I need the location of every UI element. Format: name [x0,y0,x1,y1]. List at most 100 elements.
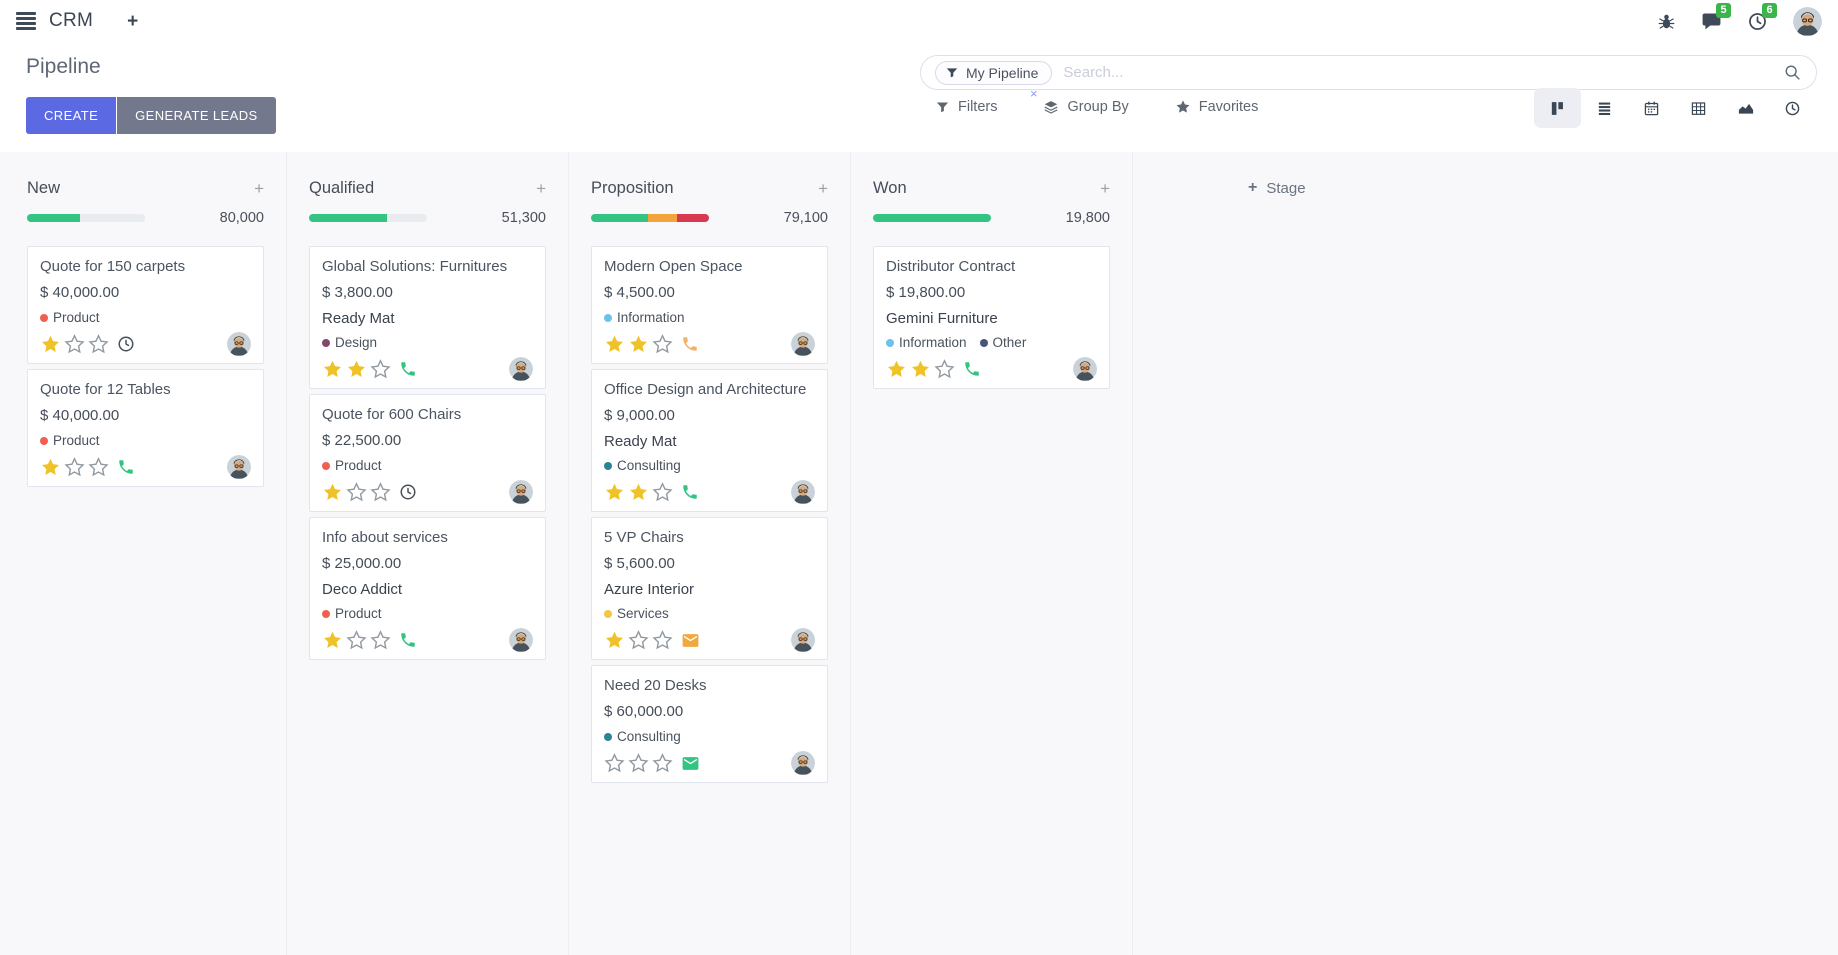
kanban-card[interactable]: Quote for 600 Chairs $ 22,500.00 Product [309,394,546,512]
star-icon[interactable] [652,752,673,774]
star-icon[interactable] [628,334,649,355]
kanban-card[interactable]: 5 VP Chairs $ 5,600.00 Azure Interior Se… [591,517,828,660]
group-by-button[interactable]: Group By [1043,99,1129,115]
priority-stars[interactable] [40,456,109,478]
star-icon[interactable] [64,333,85,355]
kanban-card[interactable]: Need 20 Desks $ 60,000.00 Consulting [591,665,828,783]
star-icon[interactable] [64,456,85,478]
star-icon[interactable] [628,629,649,651]
star-icon[interactable] [370,481,391,503]
star-icon[interactable] [322,482,343,503]
favorites-button[interactable]: Favorites [1175,99,1258,115]
activity-view-icon[interactable] [1769,88,1816,128]
add-record-icon[interactable]: + [254,178,264,198]
star-icon[interactable] [628,752,649,774]
star-icon[interactable] [934,358,955,380]
priority-stars[interactable] [322,629,391,651]
phone-activity-icon[interactable] [399,631,417,649]
phone-activity-icon[interactable] [963,360,981,378]
star-icon[interactable] [322,359,343,380]
progress-segment[interactable] [27,214,81,222]
star-icon[interactable] [40,334,61,355]
progress-segment[interactable] [647,214,678,222]
star-icon[interactable] [604,334,625,355]
user-avatar[interactable] [1793,6,1822,36]
kanban-card[interactable]: Info about services $ 25,000.00 Deco Add… [309,517,546,660]
star-icon[interactable] [322,630,343,651]
list-view-icon[interactable] [1581,88,1628,128]
progress-segment[interactable] [591,214,648,222]
priority-stars[interactable] [604,333,673,355]
phone-activity-icon[interactable] [681,483,699,501]
kanban-card[interactable]: Office Design and Architecture $ 9,000.0… [591,369,828,512]
add-stage-button[interactable]: + Stage [1248,178,1306,198]
star-icon[interactable] [604,630,625,651]
graph-view-icon[interactable] [1722,88,1769,128]
calendar-view-icon[interactable] [1628,88,1675,128]
envelope-activity-icon[interactable] [681,754,700,773]
star-icon[interactable] [346,629,367,651]
kanban-card[interactable]: Quote for 12 Tables $ 40,000.00 Product [27,369,264,487]
messages-icon[interactable]: 5 [1701,2,1732,32]
progress-segment[interactable] [80,214,145,222]
kanban-card[interactable]: Quote for 150 carpets $ 40,000.00 Produc… [27,246,264,364]
progress-segment[interactable] [677,214,709,222]
star-icon[interactable] [604,752,625,774]
column-progressbar[interactable] [591,214,709,222]
priority-stars[interactable] [40,333,109,355]
phone-activity-icon[interactable] [399,360,417,378]
star-icon[interactable] [652,481,673,503]
phone-activity-icon[interactable] [117,458,135,476]
column-progressbar[interactable] [309,214,427,222]
clock-activity-icon[interactable] [399,483,417,501]
star-icon[interactable] [40,457,61,478]
star-icon[interactable] [370,629,391,651]
facet-remove-icon[interactable]: × [1030,86,1038,101]
progress-segment[interactable] [873,214,991,222]
search-input[interactable] [1061,63,1783,82]
phone-activity-icon[interactable] [681,335,699,353]
kanban-view-icon[interactable] [1534,88,1581,128]
search-bar[interactable]: My Pipeline [920,55,1817,90]
progress-segment[interactable] [309,214,387,222]
priority-stars[interactable] [322,481,391,503]
add-record-icon[interactable]: + [818,178,828,198]
add-record-icon[interactable]: + [536,178,546,198]
plus-icon[interactable]: + [127,10,139,32]
generate-leads-button[interactable]: GENERATE LEADS [117,97,276,134]
kanban-card[interactable]: Modern Open Space $ 4,500.00 Information [591,246,828,364]
add-record-icon[interactable]: + [1100,178,1110,198]
column-progressbar[interactable] [873,214,991,222]
app-name[interactable]: CRM [49,10,94,31]
star-icon[interactable] [346,359,367,380]
star-icon[interactable] [604,482,625,503]
progress-segment[interactable] [386,214,427,222]
star-icon[interactable] [346,481,367,503]
star-icon[interactable] [370,358,391,380]
clock-activity-icon[interactable] [117,335,135,353]
star-icon[interactable] [886,359,907,380]
priority-stars[interactable] [322,358,391,380]
apps-menu-icon[interactable] [16,12,36,30]
column-progressbar[interactable] [27,214,145,222]
priority-stars[interactable] [604,752,673,774]
bug-icon[interactable] [1657,12,1676,31]
search-facet[interactable]: My Pipeline [935,60,1053,85]
kanban-card[interactable]: Global Solutions: Furnitures $ 3,800.00 … [309,246,546,389]
star-icon[interactable] [652,629,673,651]
activities-icon[interactable]: 6 [1747,2,1778,32]
star-icon[interactable] [652,333,673,355]
priority-stars[interactable] [886,358,955,380]
search-icon[interactable] [1783,63,1802,82]
pivot-view-icon[interactable] [1675,88,1722,128]
priority-stars[interactable] [604,629,673,651]
star-icon[interactable] [88,333,109,355]
star-icon[interactable] [628,482,649,503]
filters-button[interactable]: Filters [935,99,997,115]
star-icon[interactable] [88,456,109,478]
envelope-activity-icon[interactable] [681,631,700,650]
kanban-card[interactable]: Distributor Contract $ 19,800.00 Gemini … [873,246,1110,389]
create-button[interactable]: CREATE [26,97,117,134]
star-icon[interactable] [910,359,931,380]
priority-stars[interactable] [604,481,673,503]
